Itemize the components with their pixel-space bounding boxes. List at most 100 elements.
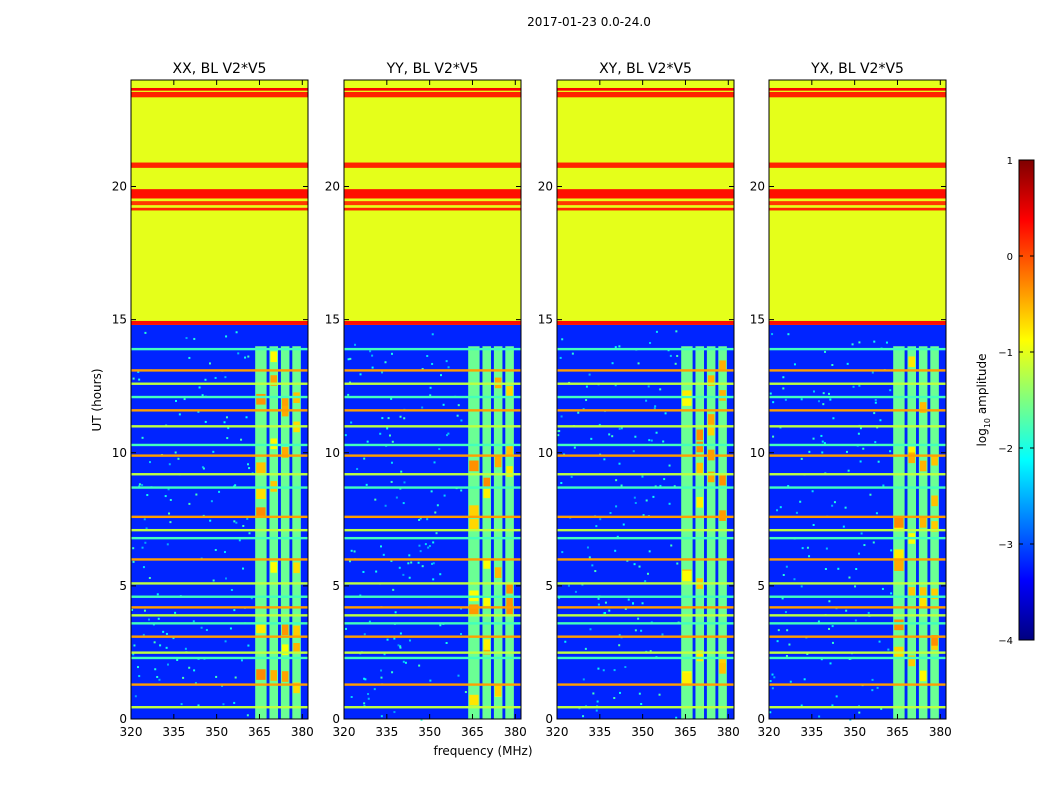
noise-speckle [185, 337, 188, 340]
noise-speckle [144, 331, 147, 334]
noise-speckle [659, 484, 662, 487]
noise-speckle [574, 590, 577, 593]
noise-speckle [828, 392, 830, 395]
noise-speckle [813, 390, 816, 393]
y-tick-label: 10 [325, 446, 340, 460]
rfi-patch [494, 456, 502, 468]
noise-speckle [820, 434, 823, 437]
rfi-patch [469, 460, 479, 472]
noise-speckle [829, 398, 832, 401]
noise-speckle [390, 559, 393, 562]
hline [557, 635, 734, 638]
noise-speckle [432, 562, 435, 565]
hline [131, 582, 308, 585]
noise-speckle [654, 405, 657, 408]
hline [769, 425, 946, 428]
flagged-row [769, 207, 946, 211]
noise-speckle [570, 475, 573, 478]
rfi-patch [931, 495, 938, 507]
noise-speckle [143, 609, 146, 612]
noise-speckle [860, 532, 863, 535]
noise-speckle [890, 592, 893, 595]
noise-speckle [855, 567, 858, 570]
noise-speckle [246, 714, 249, 717]
rfi-patch [931, 521, 938, 532]
noise-speckle [379, 432, 382, 435]
noise-speckle [800, 398, 803, 401]
noise-speckle [366, 440, 369, 443]
noise-speckle [564, 640, 567, 643]
noise-speckle [582, 715, 585, 718]
noise-speckle [365, 483, 368, 486]
noise-speckle [852, 385, 855, 388]
hline [769, 347, 946, 351]
noise-speckle [638, 692, 641, 695]
flagged-row [769, 91, 946, 98]
rfi-patch [506, 582, 513, 594]
noise-speckle [233, 609, 236, 612]
rfi-patch [719, 474, 726, 486]
panel-title: YX, BL V2*V5 [810, 61, 904, 77]
noise-speckle [874, 401, 877, 404]
noise-speckle [399, 646, 402, 649]
rfi-patch [919, 402, 927, 413]
noise-speckle [664, 412, 667, 415]
noise-speckle [650, 439, 653, 442]
rfi-patch [506, 444, 513, 456]
hline [769, 683, 946, 686]
rfi-patch [707, 471, 715, 483]
colorbar-tick-label: 1 [1007, 156, 1013, 167]
noise-speckle [823, 442, 826, 445]
noise-speckle [771, 687, 774, 690]
noise-speckle [208, 362, 211, 365]
colorbar-tick-label: −4 [998, 636, 1013, 647]
hline [769, 369, 946, 372]
hline [131, 614, 308, 617]
noise-speckle [180, 703, 183, 706]
noise-speckle [408, 639, 411, 642]
x-tick-label: 320 [758, 725, 781, 739]
noise-speckle [659, 388, 662, 391]
hline [131, 528, 308, 532]
noise-speckle [386, 427, 389, 430]
noise-speckle [134, 695, 137, 698]
noise-speckle [153, 641, 156, 644]
hline [769, 656, 946, 660]
noise-speckle [676, 562, 679, 565]
noise-speckle [225, 416, 228, 419]
noise-speckle [597, 667, 600, 670]
rfi-patch [894, 560, 904, 571]
hline [769, 651, 946, 654]
noise-speckle [247, 644, 250, 647]
panel-title: YY, BL V2*V5 [386, 61, 479, 77]
noise-speckle [248, 532, 251, 535]
noise-speckle [432, 578, 435, 581]
rfi-patch [931, 588, 938, 600]
hline [344, 395, 521, 399]
rfi-patch [494, 685, 502, 697]
noise-speckle [577, 411, 580, 414]
noise-speckle [439, 624, 442, 627]
noise-speckle [571, 352, 574, 355]
rfi-patch [506, 386, 513, 397]
noise-speckle [634, 501, 637, 504]
noise-speckle [668, 464, 671, 467]
noise-speckle [192, 620, 195, 623]
noise-speckle [165, 632, 168, 635]
noise-speckle [803, 678, 806, 681]
noise-speckle [369, 350, 372, 353]
noise-speckle [349, 357, 352, 360]
hline [557, 473, 734, 476]
noise-speckle [615, 479, 618, 482]
noise-speckle [787, 333, 790, 336]
noise-speckle [223, 551, 226, 554]
x-tick-label: 335 [588, 725, 611, 739]
hline [557, 558, 734, 561]
noise-speckle [223, 421, 226, 424]
noise-speckle [388, 434, 391, 437]
rfi-patch [281, 624, 289, 636]
hline [131, 606, 308, 609]
noise-speckle [430, 490, 433, 493]
hline [769, 395, 946, 399]
noise-speckle [817, 400, 820, 403]
